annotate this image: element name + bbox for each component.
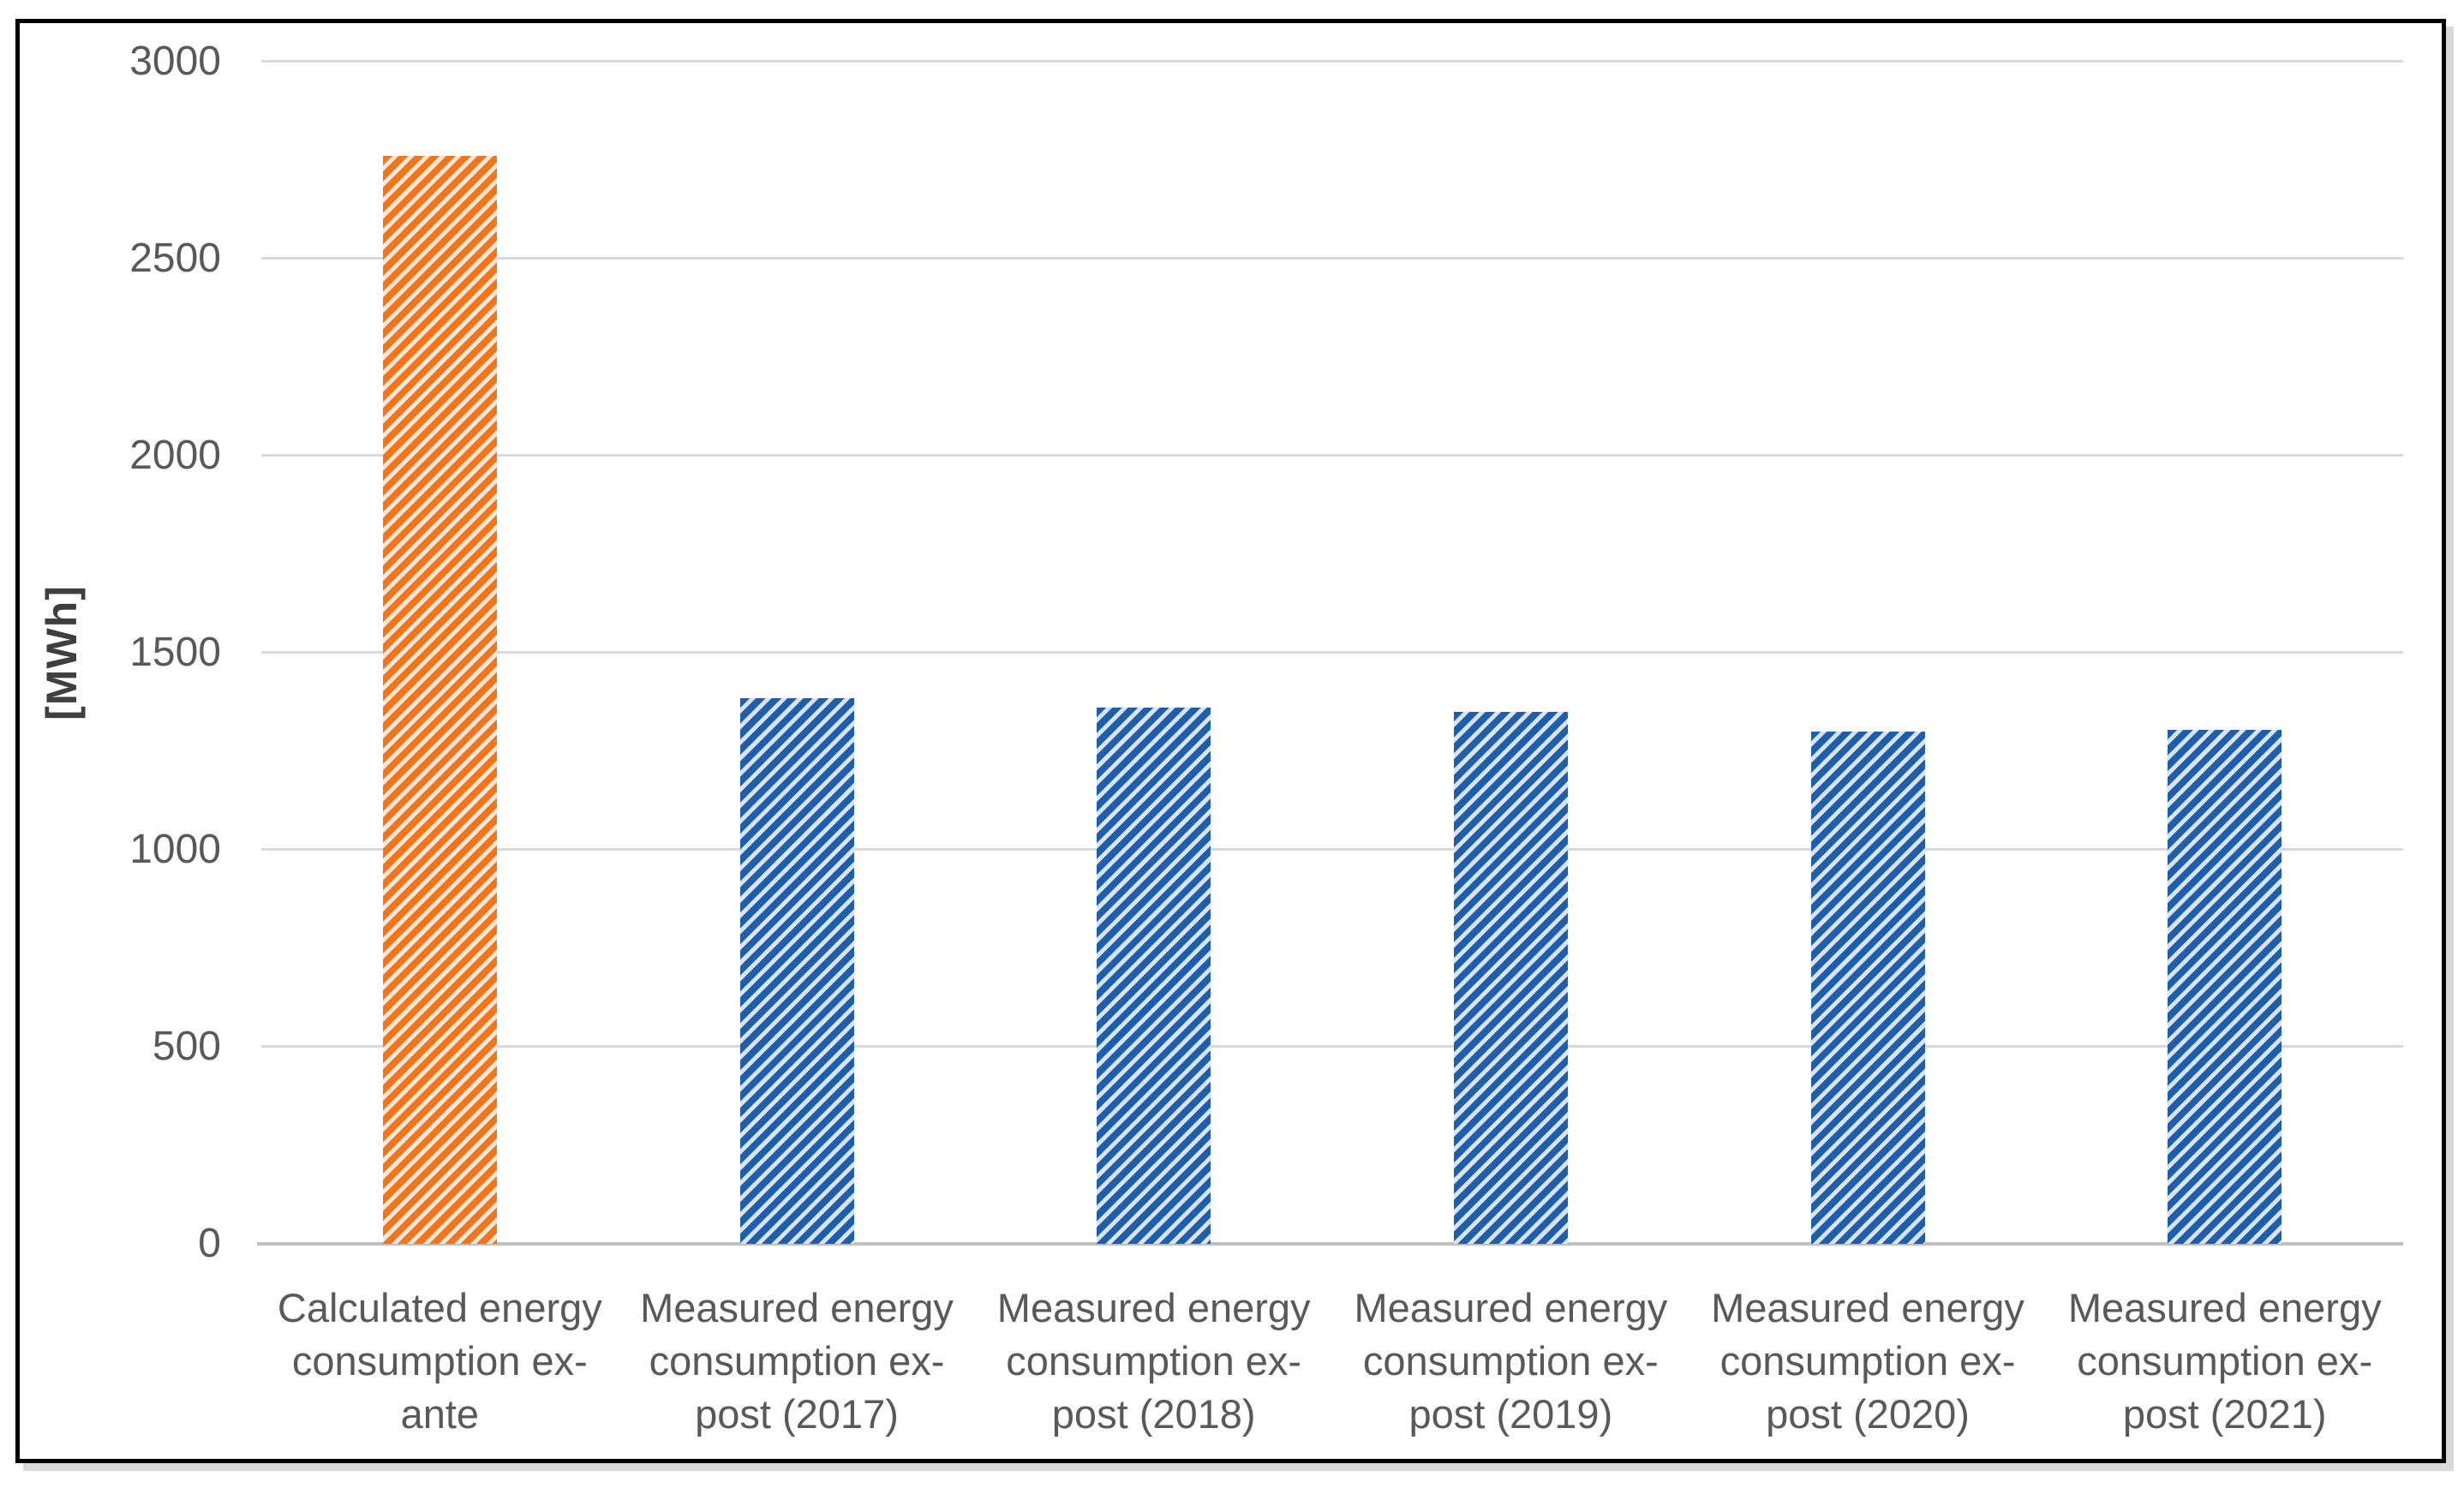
- x-axis-label-line: Calculated energy: [277, 1285, 602, 1330]
- x-axis-label-line: post (2021): [2122, 1391, 2327, 1437]
- y-tick-label-2500: 2500: [129, 236, 221, 281]
- gridline-1000: [261, 848, 2403, 851]
- x-axis-label-line: Measured energy: [640, 1285, 954, 1330]
- x-axis-label-0: Calculated energy consumption ex-ante: [261, 1282, 619, 1441]
- x-axis-label-line: consumption ex-: [1719, 1338, 2016, 1383]
- x-axis-label-5: Measured energy consumption ex-post (2021…: [2046, 1282, 2403, 1441]
- chart-frame-border: [15, 19, 2446, 1463]
- gridline-2000: [261, 454, 2403, 457]
- x-axis-label-line: consumption ex-: [291, 1338, 588, 1383]
- bar-4: [1810, 732, 1925, 1244]
- x-axis-label-line: consumption ex-: [2077, 1338, 2373, 1383]
- x-axis-label-line: Measured energy: [996, 1285, 1311, 1330]
- bar-slot-4: [1690, 62, 2047, 1244]
- x-axis-line: [257, 1242, 2403, 1246]
- bar-3: [1453, 712, 1568, 1244]
- gridline-500: [261, 1045, 2403, 1048]
- bar-2: [1097, 708, 1211, 1244]
- y-tick-label-2000: 2000: [129, 433, 221, 478]
- x-axis-label-line: consumption ex-: [1362, 1338, 1659, 1383]
- bar-slot-5: [2046, 62, 2403, 1244]
- x-axis-label-line: Measured energy: [2067, 1285, 2382, 1330]
- x-axis-label-line: ante: [400, 1391, 480, 1437]
- x-axis-label-line: consumption ex-: [649, 1338, 945, 1383]
- bar-0: [382, 156, 497, 1244]
- bar-1: [739, 697, 854, 1244]
- plot-area: [261, 62, 2403, 1244]
- bar-slot-2: [975, 62, 1332, 1244]
- y-tick-label-3000: 3000: [129, 39, 221, 84]
- y-tick-label-500: 500: [152, 1024, 221, 1069]
- x-axis-labels: Calculated energy consumption ex-ante Meas…: [261, 1282, 2403, 1441]
- gridline-1500: [261, 651, 2403, 654]
- x-axis-label-line: post (2018): [1051, 1391, 1256, 1437]
- gridline-3000: [261, 60, 2403, 63]
- bar-slot-1: [619, 62, 976, 1244]
- y-tick-label-0: 0: [198, 1221, 221, 1266]
- x-axis-label-4: Measured energy consumption ex-post (2020…: [1690, 1282, 2047, 1441]
- y-tick-label-1000: 1000: [129, 827, 221, 872]
- x-axis-label-line: post (2017): [695, 1391, 899, 1437]
- gridline-2500: [261, 257, 2403, 260]
- x-axis-label-2: Measured energy consumption ex-post (2018…: [975, 1282, 1332, 1441]
- x-axis-label-3: Measured energy consumption ex-post (2019…: [1332, 1282, 1690, 1441]
- x-axis-label-line: post (2019): [1408, 1391, 1613, 1437]
- y-tick-label-1500: 1500: [129, 630, 221, 675]
- bar-5: [2168, 729, 2282, 1244]
- x-axis-label-line: consumption ex-: [1006, 1338, 1302, 1383]
- x-axis-label-line: Measured energy: [1711, 1285, 2024, 1330]
- bar-slot-3: [1332, 62, 1690, 1244]
- bar-slot-0: [261, 62, 619, 1244]
- x-axis-label-line: post (2020): [1766, 1391, 1970, 1437]
- x-axis-label-line: Measured energy: [1354, 1285, 1668, 1330]
- x-axis-label-1: Measured energy consumption ex-post (2017…: [619, 1282, 976, 1441]
